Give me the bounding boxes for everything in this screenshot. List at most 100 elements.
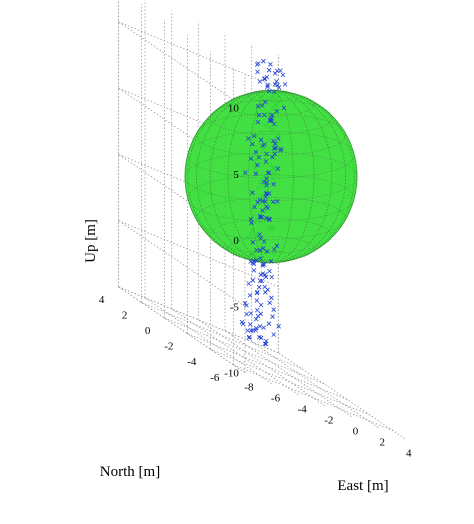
scatter-point: [270, 314, 275, 319]
scatter-point: [244, 311, 249, 317]
y-tick-label: -4: [187, 356, 197, 368]
floor-grid-line: [210, 348, 371, 416]
scatter-point: [254, 257, 259, 263]
sphere-mesh-latitude: [184, 152, 358, 201]
scatter-point: [255, 162, 260, 168]
scatter-point: [258, 302, 264, 308]
scatter-point: [263, 159, 269, 164]
left-wall-grid-line: [118, 220, 246, 307]
x-tick-label: -4: [298, 404, 308, 416]
back-wall-grid-line: [118, 21, 279, 89]
scatter-point: [274, 108, 280, 114]
x-tick-label: -6: [271, 393, 281, 405]
scatter-point: [276, 85, 282, 90]
y-tick-label: 4: [99, 294, 105, 306]
scatter-point: [265, 205, 270, 211]
floor-grid-line: [187, 333, 348, 400]
scatter-point: [262, 262, 267, 267]
scatter-point: [260, 208, 265, 213]
scatter-point: [271, 307, 276, 312]
scatter-point: [273, 145, 279, 151]
y-tick-label: -2: [164, 341, 173, 353]
floor-grid-line: [224, 330, 352, 417]
floor-grid-line: [144, 297, 272, 384]
scatter-point: [268, 62, 273, 67]
scatter-point: [270, 154, 275, 160]
scatter-point: [253, 149, 259, 155]
scatter-point: [257, 232, 262, 237]
scatter-point: [269, 118, 275, 123]
scatter-point: [254, 247, 259, 253]
scatter-point: [251, 268, 257, 273]
x-tick-label: -2: [324, 415, 333, 427]
scatter-point: [251, 133, 257, 139]
scatter-point: [259, 214, 265, 220]
scatter-points-front: [239, 58, 288, 347]
back-wall-grid-line: [118, 286, 279, 354]
sphere: [184, 89, 358, 264]
scatter-point: [250, 190, 255, 195]
scatter-point: [267, 88, 272, 94]
x-tick-label: 0: [353, 426, 359, 438]
scatter-point: [265, 170, 271, 176]
y-tick-label: 2: [122, 309, 128, 321]
scatter-point: [269, 295, 274, 301]
z-tick-label: 5: [233, 169, 239, 181]
scatter-point: [260, 103, 265, 108]
scatter-point: [262, 76, 267, 81]
scatter-point: [274, 243, 280, 248]
sphere-mesh-meridian: [187, 90, 355, 263]
scatter-point: [282, 82, 288, 87]
scatter-point: [258, 214, 263, 220]
scatter-point: [264, 190, 269, 196]
floor-grid-line: [164, 317, 325, 385]
floor-grid-line: [278, 352, 406, 439]
scatter-point: [269, 274, 274, 280]
scatter-point: [264, 249, 270, 254]
scatter-point: [255, 307, 260, 313]
scatter-point: [263, 341, 269, 347]
scatter-point: [248, 311, 254, 316]
scatter-point: [246, 136, 251, 141]
sphere-mesh-latitude: [248, 250, 294, 264]
scatter-point: [271, 247, 277, 252]
scatter-point: [254, 290, 260, 296]
x-tick-label: 2: [379, 437, 385, 449]
scatter-point: [271, 182, 276, 187]
sphere-mesh-meridian: [248, 90, 294, 263]
scatter-point: [259, 278, 265, 284]
scatter-point: [247, 293, 253, 298]
scatter-point: [272, 141, 278, 146]
scatter-point: [248, 156, 254, 161]
scatter-point: [256, 112, 262, 118]
scatter-point: [260, 261, 266, 267]
scatter-point: [258, 272, 264, 277]
scatter-point: [260, 246, 266, 251]
scatter-point: [254, 298, 260, 303]
scatter-point: [275, 199, 280, 204]
scatter-point: [258, 137, 264, 143]
scatter-point: [255, 119, 261, 125]
left-wall-grid-line: [118, 21, 246, 108]
scatter-point: [263, 194, 268, 200]
scatter-point: [261, 179, 267, 185]
scatter-point: [256, 61, 261, 66]
scatter-point: [248, 328, 254, 333]
x-tick-label: 4: [406, 448, 412, 460]
z-tick-label: -10: [224, 368, 239, 380]
floor-grid-line: [141, 302, 302, 369]
scatter-point: [258, 256, 263, 261]
floor-grid-line: [251, 341, 379, 428]
z-tick-label: 0: [233, 235, 239, 247]
z-axis-label: Up [m]: [83, 219, 99, 263]
scatter-point: [248, 217, 254, 222]
sphere-mesh-latitude: [187, 131, 355, 179]
scatter-point: [275, 136, 281, 141]
y-axis-label: North [m]: [100, 464, 160, 480]
sphere-mesh-latitude: [196, 113, 346, 156]
scatter-point: [255, 289, 260, 295]
scatter-point: [274, 79, 279, 84]
scatter-point: [244, 303, 249, 308]
scatter-point: [262, 76, 267, 82]
scatter-point: [257, 278, 263, 284]
